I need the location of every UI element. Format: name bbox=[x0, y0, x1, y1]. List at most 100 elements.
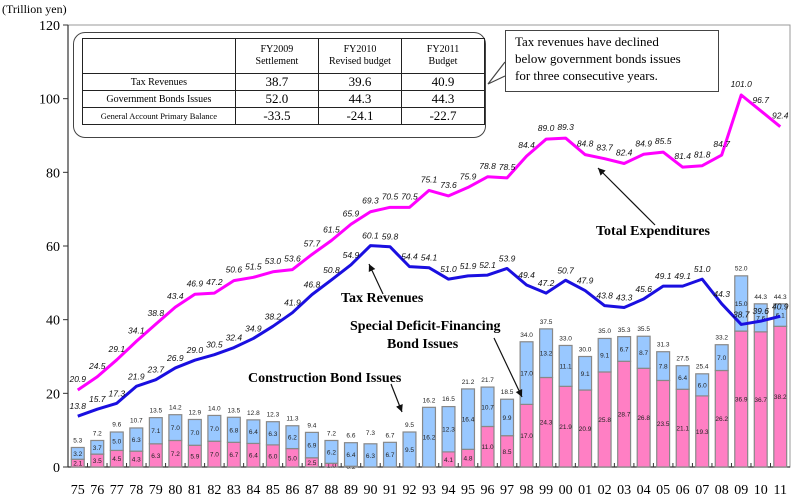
bar-total-label: 35.0 bbox=[598, 328, 611, 335]
point-label-tax-revenues: 13.8 bbox=[69, 401, 86, 411]
callout-line: Tax revenues have declined bbox=[515, 34, 659, 49]
bar-label-special-deficit: 19.3 bbox=[696, 429, 709, 436]
bar-construction bbox=[363, 443, 378, 468]
x-tick-label: 82 bbox=[207, 483, 221, 498]
bar-label-special-deficit: 4.1 bbox=[444, 457, 453, 464]
x-tick-label: 81 bbox=[188, 483, 202, 498]
point-label-total-expenditures: 70.5 bbox=[401, 191, 418, 201]
inset-row-label: Tax Revenues bbox=[82, 73, 236, 91]
point-label-total-expenditures: 84.7 bbox=[713, 139, 730, 149]
point-label-tax-revenues: 54.9 bbox=[343, 250, 360, 260]
bar-label-special-deficit: 36.9 bbox=[735, 397, 748, 404]
x-tick-label: 96 bbox=[481, 483, 495, 498]
bar-label-special-deficit: 23.5 bbox=[657, 421, 670, 428]
bar-label-construction: 6.4 bbox=[678, 375, 687, 382]
point-label-tax-revenues: 52.1 bbox=[479, 260, 496, 270]
inset-cell: -24.1 bbox=[318, 107, 402, 125]
bar-total-label: 37.5 bbox=[540, 319, 553, 326]
point-label-total-expenditures: 92.4 bbox=[772, 111, 789, 121]
bar-total-label: 44.3 bbox=[754, 294, 767, 301]
bar-label-construction: 11.1 bbox=[560, 363, 573, 370]
bar-total-label: 16.2 bbox=[423, 397, 436, 404]
x-tick-label: 78 bbox=[129, 483, 143, 498]
bar-label-construction: 7.8 bbox=[659, 364, 668, 371]
y-tick-label: 120 bbox=[39, 19, 60, 34]
bar-construction bbox=[207, 414, 222, 442]
bar-total-label: 9.4 bbox=[307, 422, 316, 429]
bar-total-label: 30.0 bbox=[579, 347, 592, 354]
bar-total-label: 52.0 bbox=[735, 265, 748, 272]
bar-label-construction: 7.0 bbox=[190, 430, 199, 437]
bar-label-special-deficit: 11.0 bbox=[481, 444, 494, 451]
bar-total-label: 9.5 bbox=[405, 422, 414, 429]
point-label-total-expenditures: 81.8 bbox=[694, 150, 711, 160]
bar-construction bbox=[324, 439, 339, 464]
bar-total-label: 9.6 bbox=[112, 422, 121, 429]
point-label-total-expenditures: 82.4 bbox=[616, 147, 633, 157]
bar-construction bbox=[304, 431, 319, 459]
inset-cell: -22.7 bbox=[401, 107, 485, 125]
bar-label-construction: 6.0 bbox=[698, 382, 707, 389]
line-total-expenditures bbox=[76, 93, 782, 392]
point-label-tax-revenues: 21.9 bbox=[127, 371, 145, 381]
point-label-total-expenditures: 84.8 bbox=[577, 139, 594, 149]
bar-label-construction: 3.2 bbox=[73, 451, 82, 458]
inset-col-header: FY2010 Revised budget bbox=[318, 38, 402, 74]
inset-cell: 40.9 bbox=[401, 73, 485, 91]
callout-box: Tax revenues have declined below governm… bbox=[505, 30, 719, 92]
point-label-total-expenditures: 89.0 bbox=[538, 123, 555, 133]
point-label-total-expenditures: 34.1 bbox=[128, 325, 145, 335]
bar-label-construction: 7.0 bbox=[717, 355, 726, 362]
x-tick-label: 92 bbox=[402, 483, 416, 498]
x-tick-label: 79 bbox=[149, 483, 163, 498]
bar-label-special-deficit: 26.8 bbox=[637, 415, 650, 422]
bar-construction bbox=[168, 414, 183, 442]
bar-total-label: 31.3 bbox=[657, 342, 670, 349]
bar-label-special-deficit: 1.0 bbox=[327, 463, 336, 470]
bar-construction bbox=[734, 275, 749, 332]
bar-label-construction: 6.2 bbox=[327, 449, 336, 456]
x-tick-label: 02 bbox=[598, 483, 612, 498]
point-label-tax-revenues: 51.9 bbox=[460, 261, 477, 271]
x-tick-label: 90 bbox=[363, 483, 377, 498]
inset-table-corner bbox=[82, 38, 236, 74]
bar-total-label: 34.0 bbox=[520, 332, 533, 339]
bar-construction bbox=[70, 446, 85, 460]
bar-label-special-deficit: 28.7 bbox=[618, 412, 631, 419]
bar-label-construction: 6.8 bbox=[229, 427, 238, 434]
bar-construction bbox=[695, 373, 710, 397]
bar-construction bbox=[382, 441, 398, 468]
inset-table: FY2009 Settlement FY2010 Revised budget FY… bbox=[82, 38, 485, 125]
x-tick-label: 05 bbox=[656, 483, 670, 498]
point-label-total-expenditures: 101.0 bbox=[731, 79, 753, 89]
bar-construction bbox=[539, 328, 554, 379]
x-tick-label: 97 bbox=[500, 483, 514, 498]
annotation-special-deficit-line1: Special Deficit-Financing bbox=[350, 319, 501, 334]
bar-label-special-deficit: 21.1 bbox=[676, 426, 689, 433]
point-label-tax-revenues: 51.0 bbox=[440, 264, 457, 274]
bar-total-label: 10.7 bbox=[130, 418, 143, 425]
arrow-construction bbox=[390, 383, 403, 413]
point-label-tax-revenues: 15.7 bbox=[89, 394, 106, 404]
x-tick-label: 87 bbox=[305, 483, 319, 498]
bar-label-construction: 6.2 bbox=[288, 435, 297, 442]
bar-construction bbox=[343, 442, 358, 467]
bar-construction bbox=[246, 419, 261, 445]
x-tick-label: 11 bbox=[774, 483, 787, 498]
bar-construction bbox=[558, 344, 573, 387]
bar-total-label: 6.7 bbox=[385, 432, 394, 439]
bar-construction bbox=[578, 355, 593, 391]
point-label-tax-revenues: 59.8 bbox=[382, 232, 399, 242]
bar-construction bbox=[226, 416, 241, 443]
point-label-tax-revenues: 49.4 bbox=[518, 270, 535, 280]
inset-table-row: Government Bonds Issues 52.0 44.3 44.3 bbox=[82, 90, 485, 108]
point-label-total-expenditures: 53.6 bbox=[284, 254, 301, 264]
bar-label-special-deficit: 20.9 bbox=[579, 426, 592, 433]
point-label-total-expenditures: 75.9 bbox=[460, 171, 477, 181]
bar-label-special-deficit: 0.2 bbox=[346, 464, 355, 471]
bar-total-label: 25.4 bbox=[696, 363, 709, 370]
bar-label-special-deficit: 6.3 bbox=[151, 453, 160, 460]
bar-label-construction: 8.7 bbox=[639, 350, 648, 357]
point-label-tax-revenues: 39.6 bbox=[752, 306, 769, 316]
bar-total-label: 16.5 bbox=[442, 396, 455, 403]
